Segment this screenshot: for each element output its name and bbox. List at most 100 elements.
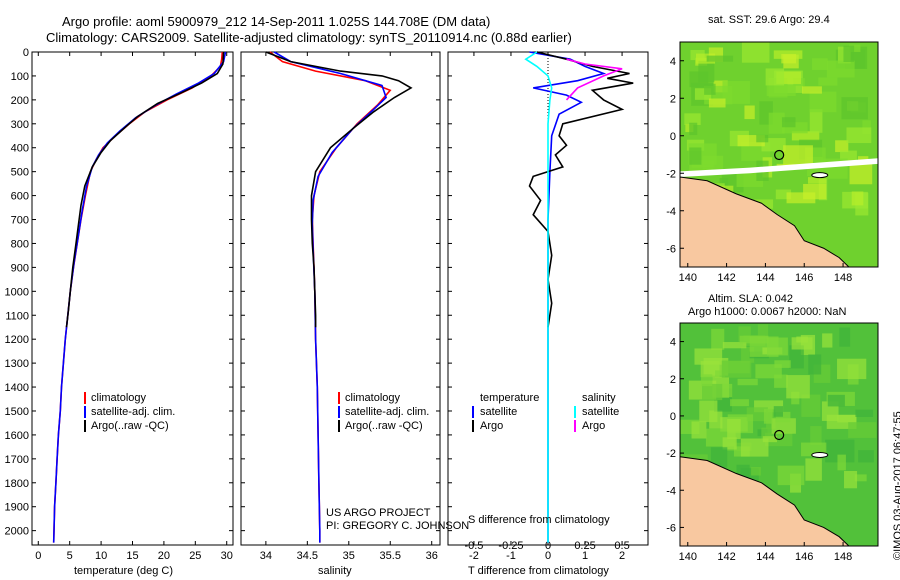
map-texture-patch [710, 447, 728, 468]
map-lat-label: -4 [666, 485, 676, 497]
x-tick-label: 34.5 [297, 550, 318, 562]
sla-map-title-line1: Altim. SLA: 0.042 [708, 293, 793, 305]
depth-tick-label: 1100 [5, 310, 29, 322]
map-texture-patch [715, 370, 725, 378]
map-texture-patch [689, 122, 698, 136]
map-texture-patch [805, 458, 822, 481]
map-texture-patch [781, 122, 808, 134]
map-lon-label: 142 [717, 551, 735, 563]
map-texture-patch [835, 140, 849, 153]
s-tick-label: 0 [545, 540, 551, 552]
map-texture-patch [721, 360, 752, 378]
x-tick-label: 35 [343, 550, 355, 562]
map-texture-patch [744, 105, 755, 120]
depth-tick-label: 700 [11, 215, 29, 227]
t-difference-axis-label: T difference from climatology [468, 565, 609, 577]
legend-label: climatology [345, 392, 401, 404]
sst-map-title: sat. SST: 29.6 Argo: 29.4 [708, 14, 830, 26]
map-texture-patch [740, 438, 769, 457]
temp-legend-climatology: climatology [84, 391, 146, 405]
x-tick-label: 0 [545, 550, 551, 562]
s-tick-label: -0.5 [464, 540, 483, 552]
series-line-climatology [269, 51, 392, 543]
map-lat-label: 4 [670, 337, 676, 349]
imos-stamp: ©IMOS 03-Aug-2017 06:47:55 [892, 411, 900, 560]
legend-swatch-black [84, 420, 86, 433]
depth-tick-label: 2000 [5, 526, 29, 538]
temp-legend-satellite: satellite-adj. clim. [84, 405, 175, 419]
legend-swatch-red [84, 392, 86, 405]
map-texture-patch [781, 117, 796, 128]
x-tick-label: 15 [126, 550, 138, 562]
map-texture-patch [791, 337, 813, 350]
series-line-temperature-argo [528, 51, 634, 328]
legend-label: satellite-adj. clim. [345, 406, 430, 418]
map-texture-patch [689, 164, 714, 172]
map-texture-patch [841, 97, 868, 120]
map-texture-patch [761, 427, 772, 440]
x-tick-label: -2 [469, 550, 479, 562]
map-texture-patch [825, 439, 855, 463]
map-lon-label: 148 [834, 272, 852, 284]
legend-label: Argo(..raw -QC) [345, 420, 423, 432]
map-texture-patch [855, 409, 874, 417]
map-lat-label: 0 [670, 411, 676, 423]
map-lat-label: -6 [666, 243, 676, 255]
map-texture-patch [812, 58, 828, 70]
map-texture-patch [844, 470, 858, 489]
depth-tick-label: 1800 [5, 478, 29, 490]
map-texture-patch [786, 192, 816, 204]
x-tick-label: -1 [506, 550, 516, 562]
map-texture-patch [739, 335, 769, 344]
depth-tick-label: 1000 [5, 286, 29, 298]
series-line-argo-raw-qc- [65, 51, 225, 328]
legend-label: satellite-adj. clim. [91, 406, 176, 418]
map-texture-patch [766, 85, 796, 97]
x-tick-label: 36 [426, 550, 438, 562]
map-texture-patch [698, 60, 715, 83]
map-texture-patch [777, 465, 805, 486]
diff-legend-temp-argo: Argo [472, 419, 503, 433]
map-lon-label: 144 [756, 551, 774, 563]
series-line-salinity-argo [565, 58, 623, 101]
map-texture-patch [774, 374, 788, 388]
legend-swatch-blue [338, 406, 340, 419]
map-texture-patch [730, 399, 749, 407]
map-texture-patch [822, 333, 833, 348]
map-lat-label: -2 [666, 448, 676, 460]
s-tick-label: -0.25 [498, 540, 523, 552]
map-lon-label: 146 [795, 272, 813, 284]
map-lat-label: 0 [670, 131, 676, 143]
map-lat-label: -4 [666, 206, 676, 218]
depth-tick-label: 300 [11, 119, 29, 131]
map-texture-patch [846, 127, 872, 144]
map-lat-label: 2 [670, 374, 676, 386]
map-frame-sla-map [679, 322, 879, 547]
panel-frame-temperature-profile [31, 51, 234, 546]
s-tick-label: 0.25 [574, 540, 595, 552]
map-texture-patch [848, 422, 877, 438]
map-texture-patch [704, 83, 716, 95]
depth-tick-label: 1700 [5, 454, 29, 466]
map-texture-patch [691, 421, 707, 439]
legend-swatch-cyan [574, 406, 576, 419]
map-lon-label: 146 [795, 551, 813, 563]
legend-label: Argo [582, 420, 606, 432]
map-lon-label: 142 [717, 272, 735, 284]
series-line-temperature-satellite [529, 51, 607, 543]
map-texture-patch [706, 55, 734, 62]
map-texture-patch [840, 150, 857, 161]
map-texture-patch [689, 147, 702, 165]
map-texture-patch [789, 345, 804, 369]
argo-location-marker [774, 429, 785, 441]
map-texture-patch [802, 86, 822, 94]
map-texture-patch [737, 378, 758, 386]
x-tick-label: 25 [189, 550, 201, 562]
sal-legend-climatology: climatology [338, 391, 400, 405]
map-texture-patch [768, 112, 785, 134]
series-line-satellite-adj-clim- [273, 51, 388, 543]
x-tick-label: 35.5 [380, 550, 401, 562]
map-texture-patch [727, 419, 741, 440]
map-texture-patch [775, 411, 791, 423]
